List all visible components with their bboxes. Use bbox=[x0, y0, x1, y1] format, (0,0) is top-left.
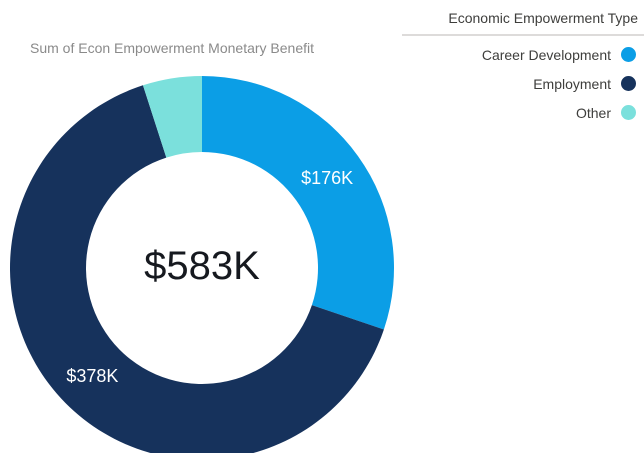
legend-swatch bbox=[621, 76, 636, 91]
legend-label: Employment bbox=[533, 75, 611, 92]
donut-slices: $176K $378K bbox=[10, 76, 395, 453]
chart-legend: Economic Empowerment Type Career Develop… bbox=[402, 4, 644, 127]
slice-value-label: $378K bbox=[66, 366, 118, 386]
donut-slice-career-development[interactable] bbox=[202, 76, 395, 330]
slice-value-label: $176K bbox=[301, 168, 353, 188]
legend-swatch bbox=[621, 105, 636, 120]
legend-item-career-development[interactable]: Career Development bbox=[402, 40, 644, 69]
legend-label: Career Development bbox=[481, 46, 611, 63]
donut-slice-employment[interactable] bbox=[10, 85, 384, 453]
legend-item-other[interactable]: Other bbox=[402, 98, 644, 127]
legend-label: Other bbox=[575, 104, 611, 121]
legend-title: Economic Empowerment Type bbox=[402, 4, 644, 36]
legend-swatch bbox=[621, 47, 636, 62]
legend-item-employment[interactable]: Employment bbox=[402, 69, 644, 98]
legend-items: Career Development Employment Other bbox=[402, 36, 644, 127]
total-label: $583K bbox=[144, 244, 260, 288]
chart-subtitle: Sum of Econ Empowerment Monetary Benefit bbox=[30, 40, 315, 56]
donut-slice-other[interactable] bbox=[142, 76, 202, 158]
